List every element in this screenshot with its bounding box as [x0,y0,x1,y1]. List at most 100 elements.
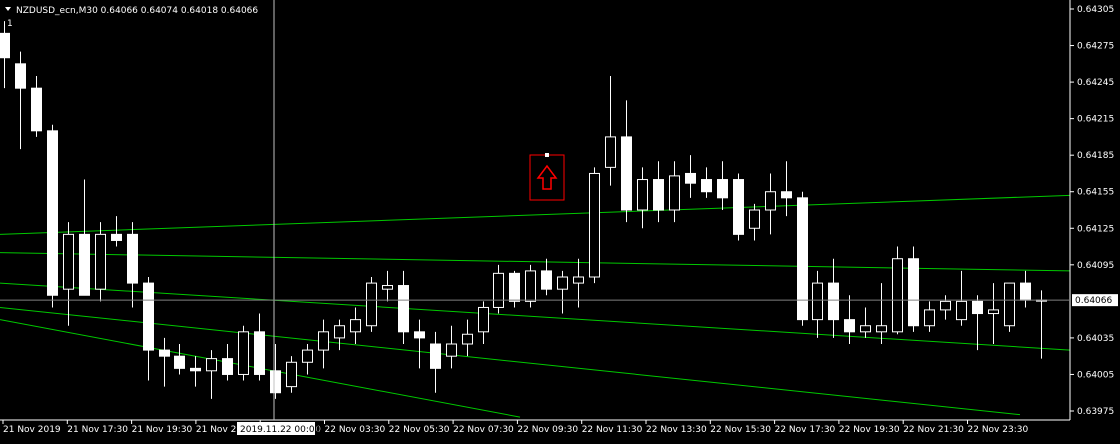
price-axis-labels: 0.64305 0.64275 0.64245 0.64215 0.64185 0.641… [1070,5,1114,417]
bear-candle-body [908,258,919,327]
candle [318,319,329,369]
bull-candle-body [206,358,217,372]
trendline[interactable] [0,194,1071,235]
bear-candle-body [797,197,808,321]
trendline[interactable] [0,282,1071,351]
candle [127,222,138,308]
bull-candle-body [478,306,489,333]
bull-candle-body [63,233,74,290]
bull-candle-body [573,276,584,284]
bull-candle-body [605,136,616,168]
bull-candle-body [334,325,345,339]
candle [589,167,600,284]
bear-candle-body [127,233,138,284]
candle [95,222,106,302]
price-tick-label: 0.64275 [1077,42,1114,52]
candle [749,203,760,241]
time-tick-label: 22 Nov 07:30 [453,425,514,435]
bull-candle-body [669,175,680,211]
candle [270,344,281,399]
price-tick-label: 0.64095 [1077,261,1114,271]
candle [414,319,425,369]
candle [366,277,377,332]
candle [557,270,568,314]
crosshair-time-box [237,422,315,435]
bear-candle-body [685,172,696,184]
price-tick-label: 0.64005 [1077,370,1114,380]
candle [876,283,887,344]
bear-candle-body [79,233,90,296]
candle [174,344,185,375]
bull-candle-body [589,172,600,278]
candle [541,258,552,296]
arrow-anchor-point[interactable] [545,153,549,157]
time-tick-label: 21 Nov 17:30 [67,425,128,435]
candle [430,331,441,393]
bear-candle-body [398,285,409,333]
time-tick-label: 22 Nov 17:30 [775,425,836,435]
up-arrow-icon [536,164,558,190]
candle [860,307,871,338]
bull-candle-body [286,361,297,388]
time-tick-label: 22 Nov 19:30 [839,425,900,435]
bear-candle-body [31,87,42,132]
bear-candle-body [733,179,744,235]
bull-candle-body [557,276,568,290]
time-tick-label: 22 Nov 13:30 [646,425,707,435]
bear-candle-body [15,63,26,89]
bull-candle-body [876,325,887,333]
price-tick-label: 0.64185 [1077,151,1114,161]
candle [781,161,792,217]
candle [398,270,409,344]
candle [797,191,808,326]
trendline[interactable] [0,306,1021,416]
time-tick-label: 21 Nov 2019 [3,425,61,435]
bull-candle-body [956,300,967,321]
bear-candle-body [414,331,425,339]
time-tick-label: 22 Nov 11:30 [582,425,643,435]
candle [222,344,233,381]
buy-arrow-annotation[interactable] [529,153,565,201]
bull-candle-body [493,272,504,308]
candle [812,270,823,338]
bull-candle-body [382,285,393,290]
candle [701,167,712,198]
candle [621,100,632,223]
candle [908,246,919,332]
candle [159,337,170,387]
bear-candle-body [717,179,728,199]
time-tick-label: 22 Nov 05:30 [389,425,450,435]
candle [254,313,265,381]
price-tick-label: 0.64245 [1077,78,1114,88]
candle [446,325,457,369]
collapse-triangle-icon[interactable] [5,7,11,11]
candle [669,161,680,223]
bear-candle-body [621,136,632,211]
candle [509,270,520,308]
candle [31,76,42,137]
bear-candle-body [174,355,185,369]
bear-candle-body [430,343,441,369]
bear-candle-body [190,367,201,372]
price-tick-label: 0.64155 [1077,188,1114,198]
candle [143,277,154,381]
candle [63,222,74,326]
candle [972,295,983,351]
candle [892,246,903,335]
candle [685,155,696,198]
candle [47,124,58,308]
time-tick-label: 22 Nov 21:30 [903,425,964,435]
trendline[interactable] [0,252,1071,272]
bear-candle-body [1020,282,1031,301]
bear-candle-body [509,272,520,302]
candle [924,301,935,332]
bear-candle-body [47,130,58,296]
candle [15,51,26,150]
price-tick-label: 0.63975 [1077,407,1114,417]
bull-candle-body [765,191,776,211]
time-tick-label: 22 Nov 09:30 [517,425,578,435]
price-tick-label: 0.64125 [1077,224,1114,234]
bull-candle-body [238,331,249,375]
